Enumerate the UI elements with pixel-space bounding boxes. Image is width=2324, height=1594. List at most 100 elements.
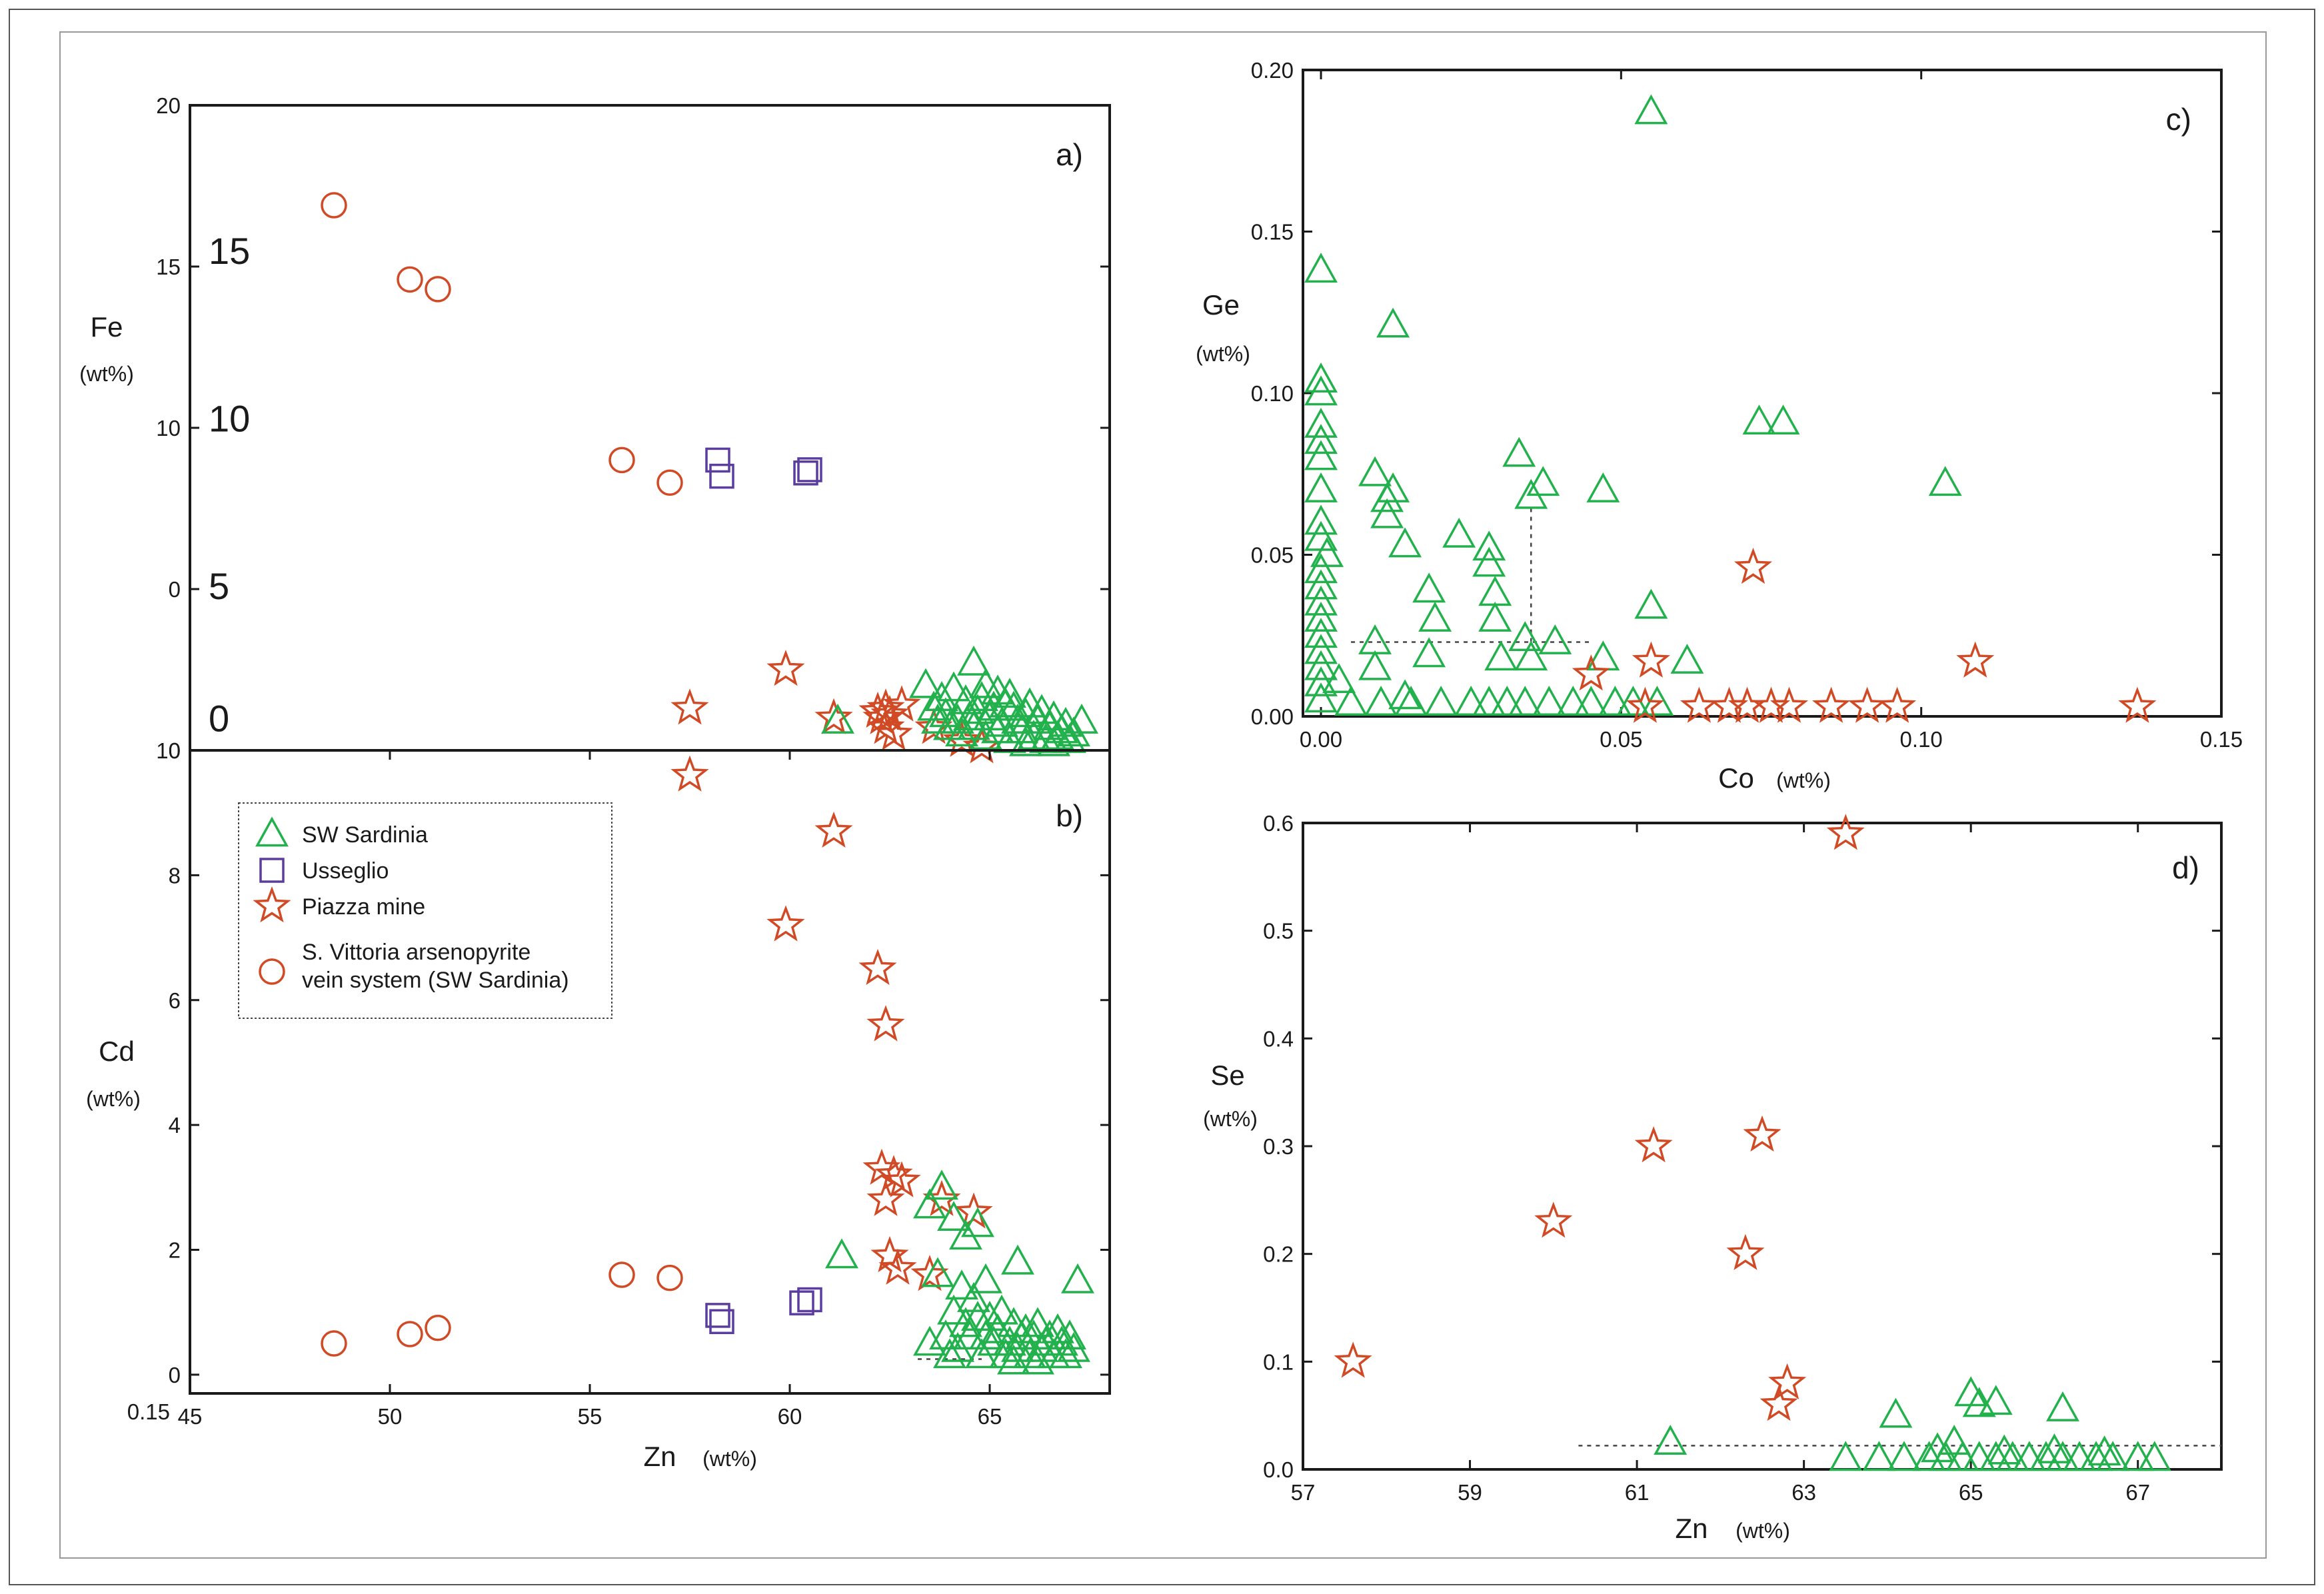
panel-c-sw_sardinia-point	[1388, 527, 1422, 558]
panel-a-sw_sardinia-point	[993, 678, 1026, 708]
panel-b-sw_sardinia-point	[961, 1207, 994, 1237]
panel-b-piazza-point	[882, 1161, 921, 1197]
panel-c-sw_sardinia-point	[1412, 572, 1446, 603]
panel-d-xtick-label: 57	[1291, 1480, 1316, 1505]
panel-a-ytick-label: 10	[156, 416, 181, 440]
panel-b-piazza-point	[870, 1235, 909, 1273]
panel-d-sw_sardinia-point	[1962, 1441, 1996, 1471]
panel-d-xtick-label: 59	[1458, 1480, 1482, 1505]
panel-d-sw_sardinia-point	[2096, 1441, 2130, 1471]
panel-a-inner-label: 15	[209, 230, 250, 272]
panel-d-sw_sardinia-point	[1987, 1434, 2021, 1465]
panel-b-usseglio-point	[705, 1303, 730, 1328]
panel-d-piazza-point	[1759, 1384, 1798, 1421]
panel-b-ytick-label: 2	[169, 1238, 181, 1263]
panel-a-ytick-label: 0	[169, 577, 181, 602]
panel-c-sw_sardinia-point	[1304, 375, 1338, 406]
legend: SW Sardinia Usseglio Piazza mine S. Vittori…	[238, 802, 612, 1019]
panel-c-xtick-label: 0.00	[1300, 727, 1342, 752]
panel-c-sw_sardinia-point	[1304, 424, 1338, 454]
panel-d-sw_sardinia-point	[2087, 1435, 2121, 1466]
panel-b-vittoria-point	[397, 1321, 423, 1347]
panel-d-piazza-point	[1726, 1233, 1765, 1270]
panel-b-sw_sardinia-point	[961, 1300, 994, 1331]
panel-b-ytick-label: 10	[156, 738, 181, 763]
panel-c-sw_sardinia-point	[1304, 569, 1338, 600]
panel-b-sw_sardinia-point	[985, 1294, 1018, 1325]
panel-a-sw_sardinia-point	[1037, 726, 1070, 756]
panel-a-sw_sardinia-point	[945, 716, 978, 747]
panel-d-yunit: (wt%)	[1203, 1107, 1258, 1131]
panel-d-xtick-label: 67	[2125, 1480, 2150, 1505]
panel-b-usseglio-point	[797, 1287, 822, 1313]
panel-c-sw_sardinia-point	[1670, 643, 1704, 674]
panel-c-ytick-label: 0.20	[1251, 58, 1294, 83]
panel-c-xtick-label: 0.10	[1900, 727, 1943, 752]
legend-marker-vittoria	[259, 958, 285, 985]
panel-b-sw_sardinia-point	[913, 1325, 946, 1356]
panel-c-sw_sardinia-point	[1634, 94, 1668, 125]
legend-label-piazza: Piazza mine	[302, 894, 425, 920]
panel-a-vittoria-point	[608, 446, 635, 474]
panel-d-ytick-label: 0.6	[1263, 811, 1294, 836]
panel-a-piazza-point	[814, 698, 853, 734]
panel-b-frame	[189, 749, 1111, 1395]
panel-b-ylabel: Cd	[99, 1036, 135, 1067]
panel-a-ylabel: Fe	[90, 311, 123, 343]
panel-b-sw_sardinia-point	[925, 1170, 958, 1200]
panel-b-usseglio-point	[709, 1309, 734, 1335]
panel-d-sw_sardinia-point	[2029, 1441, 2063, 1471]
panel-d-sw_sardinia-point	[1879, 1397, 1913, 1428]
panel-c-sw_sardinia-point	[1394, 686, 1428, 716]
panel-c-sw_sardinia-point	[1304, 601, 1338, 632]
panel-c-sw_sardinia-point	[1364, 686, 1398, 716]
panel-a-sw_sardinia-point	[909, 668, 942, 698]
panel-c-piazza-point	[1626, 686, 1664, 723]
panel-b-xlabel: Zn	[643, 1441, 676, 1472]
panel-c: 0.00 0.05 0.10 0.15 0.20 0.00 0.05 0.10 0.15 Ge…	[1196, 58, 2243, 794]
panel-b-sw_sardinia-point	[945, 1269, 978, 1300]
panel-c-xunit: (wt%)	[1776, 768, 1831, 792]
panel-c-ytick-label: 0.10	[1251, 381, 1294, 406]
panel-c-yunit: (wt%)	[1196, 342, 1250, 366]
panel-c-sw_sardinia-point	[1304, 682, 1338, 713]
panel-c-piazza-point	[1734, 547, 1773, 584]
panel-d-piazza-point	[1768, 1363, 1807, 1399]
panel-c-xtick-label: 0.05	[1600, 727, 1642, 752]
panel-d-sw_sardinia-point	[2063, 1441, 2097, 1471]
panel-c-sw_sardinia-point	[1304, 472, 1338, 502]
panel-d-xtick-label: 65	[1959, 1480, 1983, 1505]
panel-d-piazza-point	[1334, 1341, 1372, 1378]
panel-d-ytick-label: 0.3	[1263, 1134, 1294, 1159]
panel-d-xtick-label: 61	[1625, 1480, 1650, 1505]
panel-c-ytick-label: 0.15	[1251, 220, 1294, 245]
panel-c-sw_sardinia-point	[1502, 436, 1536, 467]
panel-a-sw_sardinia-point	[1057, 716, 1090, 747]
panel-c-sw_sardinia-point	[1526, 466, 1560, 496]
panel-b-yunit: (wt%)	[86, 1087, 141, 1111]
panel-a-sw_sardinia-point	[969, 720, 1002, 750]
panel-b-sw_sardinia-point	[913, 1188, 946, 1219]
panel-d-sw_sardinia-point	[1829, 1441, 1863, 1471]
panel-d-ytick-label: 0.0	[1263, 1457, 1294, 1482]
panel-c-sw_sardinia-point	[1928, 466, 1962, 496]
panel-b-sw_sardinia-point	[1021, 1344, 1054, 1375]
panel-b-ytick-label: 6	[169, 988, 181, 1013]
panel-d-frame	[1302, 822, 2223, 1471]
panel-a-ytick-label: 20	[156, 93, 181, 118]
panel-b-sw_sardinia-point	[1017, 1319, 1050, 1350]
legend-marker-sw_sardinia	[255, 816, 289, 847]
panel-a-piazza-point	[874, 714, 913, 751]
panel-c-sw_sardinia-point	[1508, 686, 1542, 716]
panel-c-sw_sardinia-point	[1304, 618, 1338, 648]
panel-b-sw_sardinia-point	[933, 1338, 966, 1369]
panel-a-sw_sardinia-point	[957, 645, 990, 676]
panel-a-piazza-point	[882, 685, 921, 722]
panel-c-ylabel: Ge	[1202, 289, 1240, 321]
panel-d-sw_sardinia-point	[2012, 1441, 2046, 1471]
panel-b-xtick-label: 45	[178, 1404, 203, 1429]
panel-b-usseglio-point	[789, 1290, 814, 1315]
panel-c-sw_sardinia-point	[1598, 686, 1632, 716]
panel-c-sw_sardinia-point	[1388, 679, 1422, 710]
